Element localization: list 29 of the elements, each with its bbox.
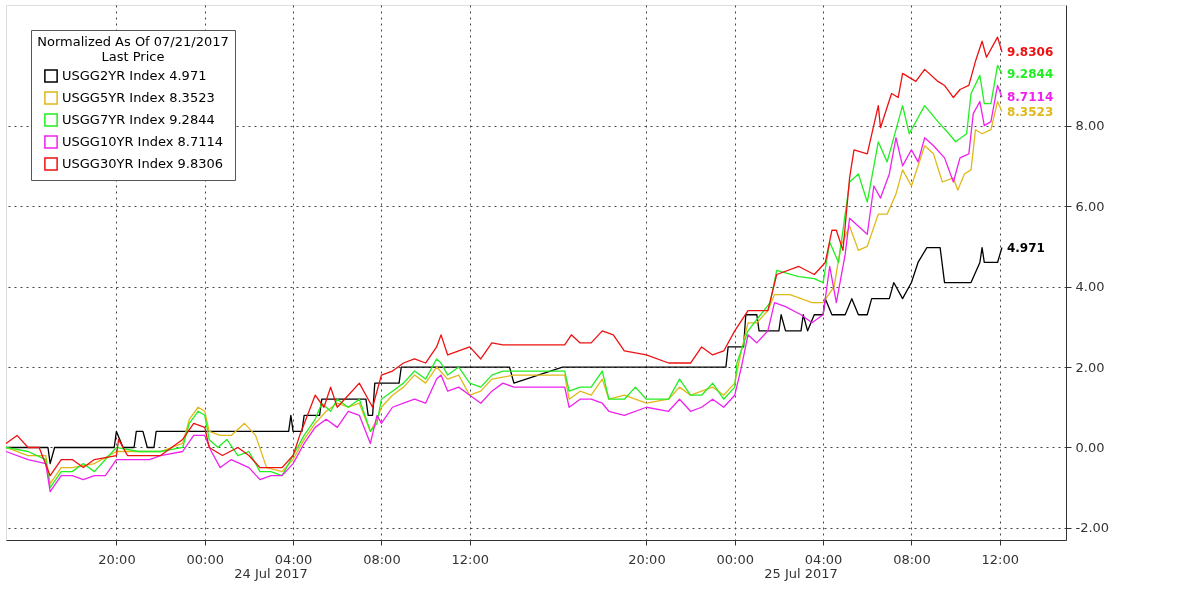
legend-label: USGG2YR Index 4.971 — [62, 68, 207, 83]
y-tick-label: 6.00 — [1075, 198, 1105, 214]
data-label: 9.8306 — [1006, 45, 1054, 60]
legend-label: USGG7YR Index 9.2844 — [62, 112, 215, 127]
data-label: 8.3523 — [1006, 104, 1054, 119]
text: 25 Jul 2017 — [764, 566, 838, 581]
y-tick-label: -2.00 — [1075, 520, 1110, 536]
y-tick-label: 4.00 — [1075, 279, 1105, 295]
x-tick-label: 20:00 — [98, 551, 136, 567]
x-tick-label: 04:00 — [804, 551, 843, 567]
data-label: 4.971 — [1006, 240, 1045, 255]
y-tick-label: 0.00 — [1075, 439, 1105, 455]
legend-title: Normalized As Of 07/21/2017 Last Price — [37, 34, 229, 64]
y-tick-label: 8.00 — [1075, 118, 1105, 134]
legend-label: USGG10YR Index 8.7114 — [62, 134, 223, 149]
x-tick-label: 20:00 — [628, 551, 666, 567]
legend-label: USGG5YR Index 8.3523 — [62, 90, 215, 105]
data-label: 8.7114 — [1006, 90, 1054, 105]
x-tick-label: 00:00 — [716, 551, 754, 567]
x-tick-label: 08:00 — [893, 551, 931, 567]
x-tick-label: 00:00 — [186, 551, 224, 567]
text: 24 Jul 2017 — [234, 566, 308, 581]
x-tick-label: 12:00 — [981, 551, 1019, 567]
x-tick-label: 12:00 — [451, 551, 489, 567]
data-label: 9.2844 — [1006, 67, 1054, 82]
x-tick-label: 08:00 — [363, 551, 401, 567]
legend-label: USGG30YR Index 9.8306 — [62, 156, 223, 171]
y-tick-label: 2.00 — [1075, 359, 1105, 375]
x-tick-label: 04:00 — [274, 551, 313, 567]
